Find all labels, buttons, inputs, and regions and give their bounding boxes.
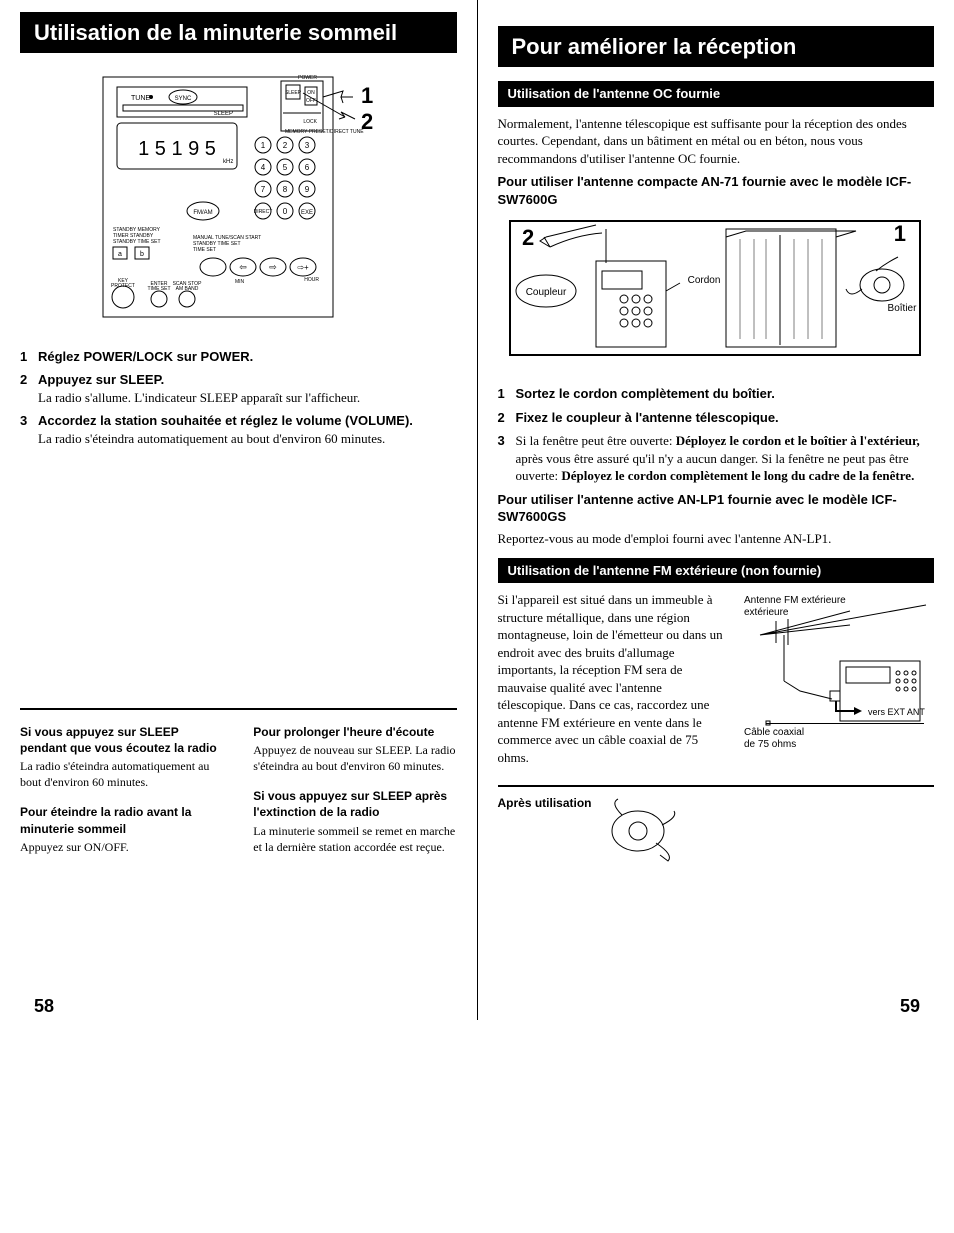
svg-text:1: 1 bbox=[361, 83, 373, 108]
svg-text:2: 2 bbox=[283, 141, 288, 150]
svg-text:SLEEP: SLEEP bbox=[214, 111, 233, 117]
svg-text:7: 7 bbox=[261, 185, 266, 194]
svg-text:TIME SET: TIME SET bbox=[193, 247, 216, 253]
anlp1-body: Reportez-vous au mode d'emploi fourni av… bbox=[498, 530, 935, 548]
page-59: Pour améliorer la réception Utilisation … bbox=[478, 0, 954, 1020]
bar-fm-ext: Utilisation de l'antenne FM extérieure (… bbox=[498, 558, 935, 584]
svg-text:⇦: ⇦ bbox=[239, 262, 247, 272]
svg-text:DIRECT: DIRECT bbox=[254, 209, 273, 215]
svg-text:LOCK: LOCK bbox=[304, 119, 318, 125]
radio-diagram: 1 5 1 9 5 kHz TUNE SYNC SLEEP SLEEP ON O… bbox=[20, 67, 457, 332]
svg-text:1: 1 bbox=[261, 141, 266, 150]
svg-text:de 75 ohms: de 75 ohms bbox=[744, 739, 796, 750]
svg-text:kHz: kHz bbox=[223, 159, 233, 165]
svg-text:EXE: EXE bbox=[301, 210, 313, 216]
svg-text:POWER: POWER bbox=[298, 75, 317, 81]
an71-title: Pour utiliser l'antenne compacte AN-71 f… bbox=[498, 173, 935, 208]
an71-diagram: 2 Coupleur Cordon bbox=[498, 215, 935, 370]
svg-text:0: 0 bbox=[283, 207, 288, 216]
svg-text:ON: ON bbox=[308, 90, 316, 96]
svg-text:Antenne FM extérieure: Antenne FM extérieure bbox=[744, 595, 846, 606]
svg-text:TIME SET: TIME SET bbox=[148, 286, 171, 292]
svg-text:Coupleur: Coupleur bbox=[525, 287, 566, 298]
svg-text:5: 5 bbox=[283, 163, 288, 172]
svg-text:⇨: ⇨ bbox=[269, 262, 277, 272]
title-sleep-timer: Utilisation de la minuterie sommeil bbox=[20, 12, 457, 53]
svg-text:1: 1 bbox=[894, 221, 906, 246]
title-reception: Pour améliorer la réception bbox=[498, 26, 935, 67]
svg-text:STANDBY TIME SET: STANDBY TIME SET bbox=[113, 239, 161, 245]
svg-text:6: 6 bbox=[305, 163, 310, 172]
an71-steps: 1Sortez le cordon complètement du boîtie… bbox=[498, 385, 935, 485]
svg-text:1 5 1 9 5: 1 5 1 9 5 bbox=[138, 138, 216, 160]
tips-block: Si vous appuyez sur SLEEP pendant que vo… bbox=[20, 708, 457, 869]
svg-text:Cordon: Cordon bbox=[687, 275, 720, 286]
svg-text:OFF: OFF bbox=[306, 98, 316, 104]
svg-text:TUNE: TUNE bbox=[131, 95, 150, 102]
svg-text:MEMORY PRESET/DIRECT TUNE: MEMORY PRESET/DIRECT TUNE bbox=[285, 129, 364, 135]
svg-text:8: 8 bbox=[283, 185, 288, 194]
svg-text:HOUR: HOUR bbox=[305, 277, 320, 283]
svg-text:2: 2 bbox=[361, 109, 373, 134]
svg-text:2: 2 bbox=[522, 225, 534, 250]
svg-text:9: 9 bbox=[305, 185, 310, 194]
svg-text:SLEEP: SLEEP bbox=[285, 90, 302, 96]
svg-text:4: 4 bbox=[261, 163, 266, 172]
svg-text:a: a bbox=[118, 251, 122, 258]
svg-text:PROTECT: PROTECT bbox=[111, 283, 135, 289]
bar-oc-antenna: Utilisation de l'antenne OC fournie bbox=[498, 81, 935, 107]
svg-text:vers EXT ANT: vers EXT ANT bbox=[868, 707, 925, 717]
svg-text:3: 3 bbox=[305, 141, 310, 150]
oc-intro: Normalement, l'antenne télescopique est … bbox=[498, 115, 935, 168]
page-58: Utilisation de la minuterie sommeil 1 5 … bbox=[0, 0, 478, 1020]
svg-text:FM/AM: FM/AM bbox=[194, 210, 213, 216]
sleep-steps: 1Réglez POWER/LOCK sur POWER. 2Appuyez s… bbox=[20, 348, 457, 448]
svg-text:extérieure: extérieure bbox=[744, 607, 789, 618]
svg-text:⇨+: ⇨+ bbox=[298, 263, 310, 272]
svg-text:Câble coaxial: Câble coaxial bbox=[744, 727, 804, 738]
page-number-58: 58 bbox=[34, 994, 54, 1018]
after-use: Après utilisation bbox=[498, 785, 935, 865]
svg-text:AM BAND: AM BAND bbox=[176, 286, 199, 292]
fm-ext-block: Si l'appareil est situé dans un immeuble… bbox=[498, 591, 935, 766]
page-number-59: 59 bbox=[900, 994, 920, 1018]
svg-text:Boîtier: Boîtier bbox=[887, 303, 917, 314]
svg-text:b: b bbox=[140, 251, 144, 258]
svg-text:SYNC: SYNC bbox=[175, 96, 192, 102]
svg-text:MIN: MIN bbox=[235, 279, 245, 285]
anlp1-title: Pour utiliser l'antenne active AN-LP1 fo… bbox=[498, 491, 935, 526]
